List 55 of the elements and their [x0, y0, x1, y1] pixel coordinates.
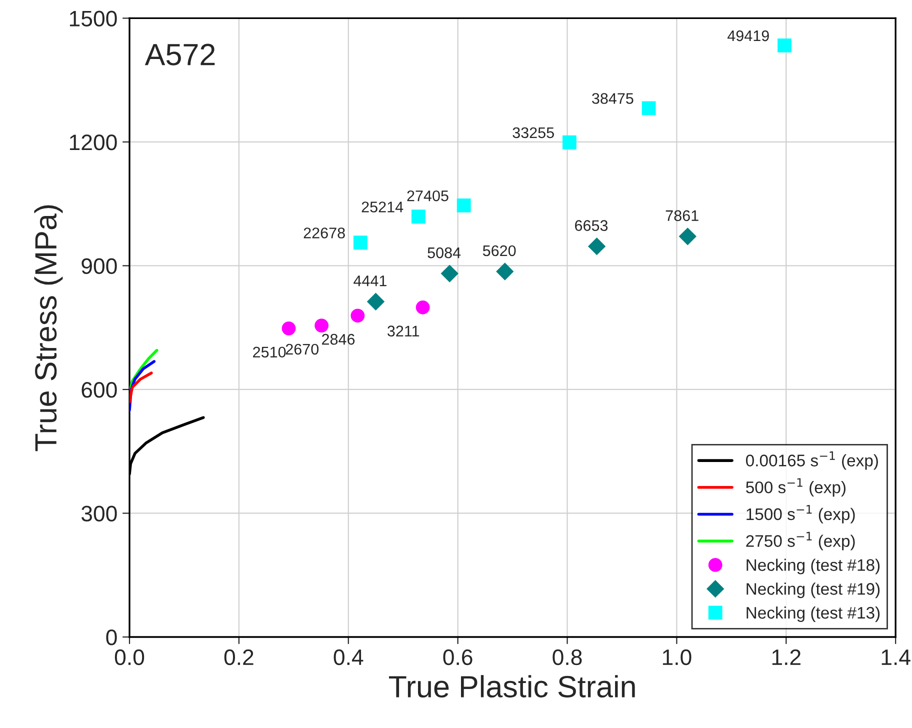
annotation: 25214	[362, 202, 404, 212]
annotation: 5084	[428, 247, 461, 258]
point	[282, 321, 296, 336]
annotation: 33255	[512, 127, 554, 138]
annotation: 2510	[253, 346, 286, 358]
point	[562, 135, 576, 150]
annotation: 5620	[482, 245, 516, 256]
point	[411, 210, 426, 224]
annotation: 2670	[286, 344, 319, 355]
y-tick-label: 600	[82, 382, 117, 398]
annotation: 38475	[592, 93, 634, 104]
annotation: 7861	[666, 210, 698, 222]
point	[367, 293, 384, 310]
x-tick-label: 0.4	[334, 649, 364, 666]
annotation: 49419	[728, 30, 769, 42]
x-axis-title: True Plastic Strain	[389, 675, 635, 698]
legend-label: 0.00165 s$^{−1}$ (exp)	[746, 451, 878, 470]
legend-label: Necking (test #18)	[746, 558, 880, 574]
y-tick-label: 900	[82, 258, 117, 274]
point	[679, 228, 696, 245]
point	[353, 236, 368, 250]
point	[778, 38, 792, 52]
x-tick-label: 1.2	[772, 649, 800, 665]
annotation: 6653	[575, 220, 608, 231]
x-tick-label: 0.8	[552, 649, 582, 666]
legend-label: Necking (test #19)	[746, 582, 880, 598]
annotation: 22678	[304, 228, 345, 238]
line-series	[130, 372, 153, 404]
x-tick-label: 0.6	[443, 649, 472, 666]
y-axis-title: True Stress (MPa)	[34, 205, 63, 452]
point	[350, 308, 365, 323]
point	[496, 262, 514, 280]
point	[441, 265, 458, 282]
y-tick-label: 0	[106, 630, 117, 646]
legend-label: 2750 s$^{−1}$ (exp)	[746, 532, 855, 550]
point	[456, 198, 471, 212]
annotation: A572	[144, 44, 215, 66]
legend-label: Necking (test #13)	[746, 606, 880, 622]
point	[642, 101, 656, 116]
annotation: 4441	[354, 276, 386, 286]
point	[588, 238, 606, 255]
x-tick-label: 1.4	[882, 650, 910, 665]
annotation: 3211	[388, 326, 420, 336]
x-tick-label: 0.0	[114, 649, 144, 666]
point	[416, 300, 430, 314]
annotation: 2846	[322, 334, 355, 345]
y-tick-label: 1200	[70, 134, 117, 150]
point	[314, 318, 329, 332]
legend-label: 500 s$^{−1}$ (exp)	[746, 478, 846, 497]
y-tick-label: 1500	[70, 10, 117, 26]
legend-label: 1500 s$^{−1}$ (exp)	[746, 505, 855, 524]
annotation: 27405	[407, 190, 448, 202]
y-tick-label: 300	[81, 506, 117, 522]
x-tick-label: 1.0	[662, 649, 692, 666]
x-tick-label: 0.2	[224, 649, 254, 666]
